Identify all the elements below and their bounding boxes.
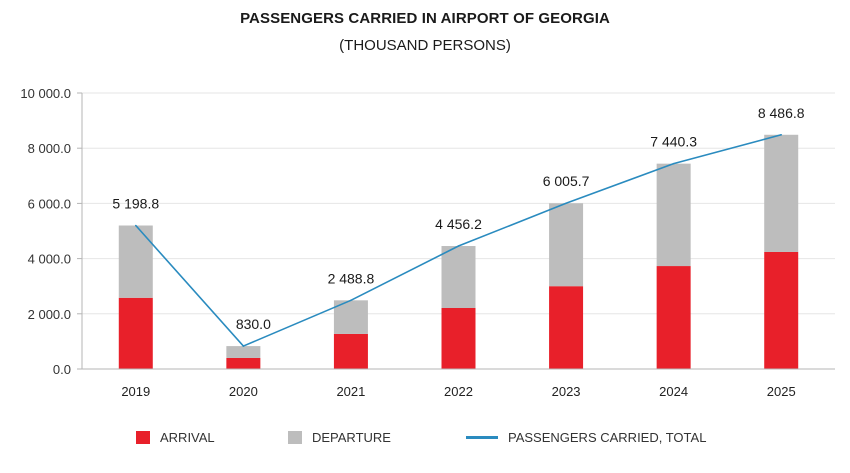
legend-swatch-departure	[288, 431, 302, 444]
bar-arrival-2025	[764, 251, 799, 369]
chart-plot: 0.0 2 000.0 4 000.0 6 000.0 8 000.0 10 000.0 2…	[20, 86, 835, 399]
y-tick-label: 10 000.0	[20, 86, 71, 101]
bar-arrival-2019	[118, 297, 153, 369]
chart-title: PASSENGERS CARRIED IN AIRPORT OF GEORGIA	[240, 10, 610, 27]
bar-departure-2025	[764, 134, 799, 252]
chart-subtitle: (THOUSAND PERSONS)	[339, 37, 511, 54]
x-tick-label-2023: 2023	[552, 384, 581, 399]
x-tick-label-2025: 2025	[767, 384, 796, 399]
data-label-2023: 6 005.7	[543, 173, 590, 189]
bar-departure-2019	[118, 225, 153, 298]
legend-item-arrival: ARRIVAL	[136, 430, 215, 445]
legend-item-total: PASSENGERS CARRIED, TOTAL	[466, 430, 706, 445]
bar-departure-2023	[549, 203, 584, 287]
bar-departure-2020	[226, 346, 261, 358]
point-total-2022	[457, 245, 460, 247]
bar-arrival-2023	[549, 286, 584, 369]
x-tick-label-2019: 2019	[121, 384, 150, 399]
legend-label-departure: DEPARTURE	[312, 430, 391, 445]
bar-arrival-2022	[441, 308, 476, 369]
bar-departure-2022	[441, 246, 476, 309]
x-tick-label-2022: 2022	[444, 384, 473, 399]
point-total-2025	[780, 133, 783, 136]
legend: ARRIVAL DEPARTURE PASSENGERS CARRIED, TO…	[0, 430, 850, 450]
point-total-2023	[565, 202, 567, 205]
data-label-2019: 5 198.8	[112, 196, 159, 212]
legend-swatch-arrival	[136, 431, 150, 444]
legend-label-total: PASSENGERS CARRIED, TOTAL	[508, 430, 707, 445]
bar-arrival-2020	[226, 357, 261, 369]
data-label-2025: 8 486.8	[758, 105, 805, 121]
data-label-2022: 4 456.2	[435, 216, 482, 232]
y-tick-label: 4 000.0	[28, 252, 71, 267]
legend-label-arrival: ARRIVAL	[160, 430, 215, 445]
y-tick-label: 6 000.0	[28, 196, 71, 211]
data-label-2024: 7 440.3	[650, 134, 697, 150]
point-total-2019	[134, 224, 137, 227]
point-total-2020	[242, 345, 245, 347]
x-tick-label-2020: 2020	[229, 384, 258, 399]
point-total-2021	[350, 299, 352, 302]
point-total-2024	[672, 162, 675, 165]
y-tick-label: 8 000.0	[28, 141, 71, 156]
data-label-2021: 2 488.8	[328, 270, 375, 286]
bar-arrival-2021	[333, 333, 368, 369]
bar-departure-2024	[656, 163, 691, 267]
x-tick-label-2021: 2021	[336, 384, 365, 399]
x-tick-label-2024: 2024	[659, 384, 688, 399]
legend-swatch-total	[466, 436, 498, 439]
y-tick-label: 0.0	[53, 362, 71, 377]
bar-arrival-2024	[656, 266, 691, 369]
legend-item-departure: DEPARTURE	[288, 430, 391, 445]
data-label-2020: 830.0	[236, 316, 271, 332]
y-tick-label: 2 000.0	[28, 307, 71, 322]
